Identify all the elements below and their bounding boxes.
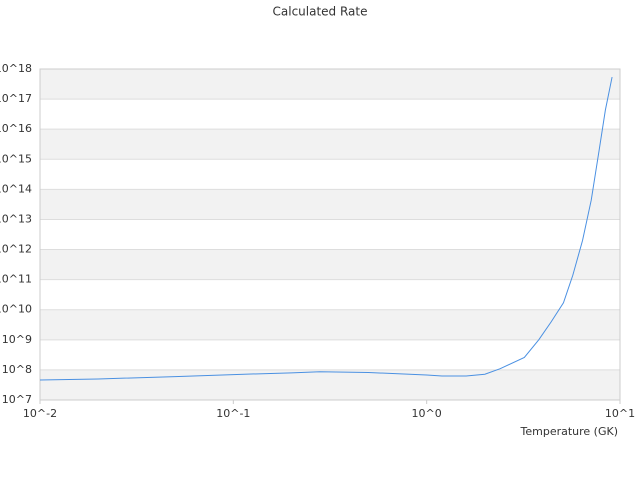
chart-title: Calculated Rate [273,5,368,19]
y-tick-label: 10^15 [0,152,32,165]
grid-band [40,129,620,160]
y-tick-label: 10^8 [2,363,32,376]
y-tick-label: 10^7 [2,393,32,406]
y-tick-label: 10^17 [0,92,32,105]
y-tick-label: 10^11 [0,273,32,286]
x-tick-label: 10^-1 [216,407,250,420]
x-tick-label: 10^1 [605,407,635,420]
y-tick-label: 10^16 [0,122,32,135]
grid-band [40,189,620,220]
y-tick-label: 10^13 [0,212,32,225]
plot-border [39,68,621,401]
y-tick-label: 10^12 [0,243,32,256]
y-tick-label: 10^9 [2,333,32,346]
data-line [39,76,613,381]
grid-band [40,249,620,280]
grid-band [40,369,620,400]
y-tick-label: 10^18 [0,62,32,75]
x-tick-label: 10^-2 [23,407,57,420]
grid-band [40,69,620,100]
x-tick-label: 10^0 [412,407,442,420]
y-tick-label: 10^14 [0,182,32,195]
x-axis-label: Temperature (GK) [520,425,619,438]
grid-band [40,309,620,340]
y-tick-label: 10^10 [0,303,32,316]
